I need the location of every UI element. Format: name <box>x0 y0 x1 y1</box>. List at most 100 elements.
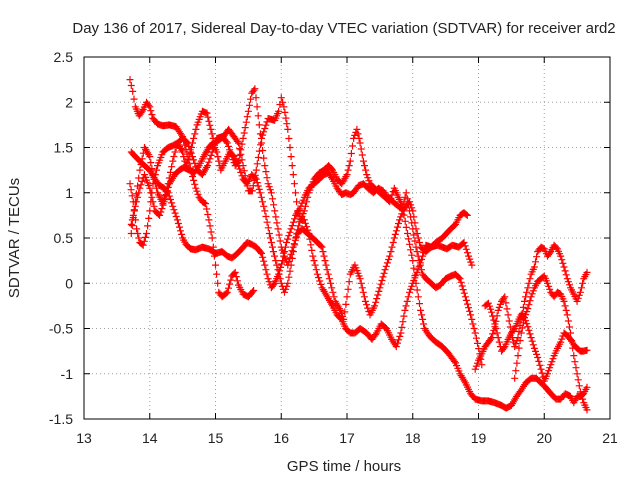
data-point <box>547 361 555 369</box>
data-point <box>146 184 154 192</box>
data-point <box>176 223 183 231</box>
data-point <box>518 324 526 332</box>
data-point <box>271 207 279 215</box>
data-point <box>403 297 411 305</box>
data-point <box>190 156 198 164</box>
data-point <box>284 235 292 243</box>
data-point <box>126 180 134 188</box>
data-point <box>205 216 213 224</box>
data-point <box>390 234 398 242</box>
data-point <box>344 166 352 174</box>
data-point <box>524 305 532 313</box>
data-point <box>276 237 284 245</box>
data-point <box>397 329 405 337</box>
data-point <box>402 223 410 231</box>
data-point <box>573 297 581 305</box>
axis-ticks: 13 14 15 16 17 18 19 20 21 2.5 2 1.5 1 0.5 0 -0.5 -1 -1.5 <box>49 49 618 446</box>
data-point <box>275 231 283 239</box>
data-point <box>236 151 244 159</box>
data-point <box>524 284 532 292</box>
data-point <box>204 162 212 170</box>
data-point <box>411 272 419 280</box>
data-point <box>527 334 535 342</box>
data-point <box>209 145 217 153</box>
data-point <box>567 329 574 337</box>
data-point <box>402 189 410 197</box>
data-point <box>289 171 297 179</box>
data-point <box>579 279 587 287</box>
data-point <box>468 315 476 323</box>
data-point <box>222 138 230 146</box>
data-point <box>561 302 569 310</box>
data-point <box>576 288 584 296</box>
data-point <box>289 243 297 251</box>
series-track-7 <box>471 241 591 373</box>
data-point <box>273 261 281 269</box>
data-point <box>490 326 498 334</box>
data-point <box>548 358 556 366</box>
data-point <box>238 140 246 148</box>
y-axis-label: SDTVAR / TECUs <box>6 178 23 298</box>
data-point <box>193 187 201 195</box>
data-point <box>460 289 468 297</box>
data-point <box>312 266 320 274</box>
data-point <box>240 167 248 175</box>
data-point <box>165 174 173 182</box>
data-point <box>456 275 464 283</box>
data-point <box>250 86 258 94</box>
data-point <box>414 293 422 301</box>
data-point <box>558 335 566 343</box>
data-point <box>137 181 145 189</box>
data-point <box>342 300 350 308</box>
data-point <box>564 317 572 325</box>
data-point <box>413 286 421 294</box>
data-point <box>192 125 200 133</box>
data-point <box>465 304 472 312</box>
data-point <box>148 193 156 201</box>
data-point <box>168 199 176 207</box>
data-point <box>290 180 298 188</box>
data-point <box>147 107 155 115</box>
data-point <box>300 207 308 215</box>
data-point <box>365 177 373 185</box>
data-point <box>207 151 215 159</box>
data-point <box>470 325 478 332</box>
data-point <box>525 279 533 287</box>
data-point <box>279 257 287 265</box>
data-point <box>501 293 509 301</box>
data-point <box>356 139 364 147</box>
data-point <box>285 232 293 240</box>
data-point <box>515 344 523 352</box>
data-point <box>408 282 416 290</box>
data-point <box>286 228 294 236</box>
data-point <box>194 190 202 198</box>
data-point <box>303 198 311 206</box>
data-point <box>579 395 587 403</box>
data-point <box>146 103 154 111</box>
data-point <box>208 234 216 242</box>
data-point <box>204 113 212 121</box>
data-point <box>277 243 285 251</box>
data-point <box>392 227 400 235</box>
data-point <box>239 134 247 142</box>
data-point <box>386 198 394 206</box>
data-point <box>278 260 286 268</box>
data-point <box>261 261 269 269</box>
data-point <box>500 294 508 302</box>
data-point <box>150 202 158 210</box>
data-point <box>290 240 298 248</box>
data-point <box>129 214 137 222</box>
data-point <box>500 344 508 352</box>
data-point <box>320 252 328 260</box>
data-point <box>528 337 536 345</box>
data-point <box>359 157 367 165</box>
data-point <box>407 246 415 254</box>
data-point <box>262 266 270 274</box>
data-point <box>309 252 317 260</box>
data-point <box>457 278 465 286</box>
data-point <box>495 338 503 346</box>
data-point <box>246 101 253 109</box>
data-point <box>466 307 474 315</box>
data-point <box>464 249 471 257</box>
data-point <box>279 249 287 257</box>
